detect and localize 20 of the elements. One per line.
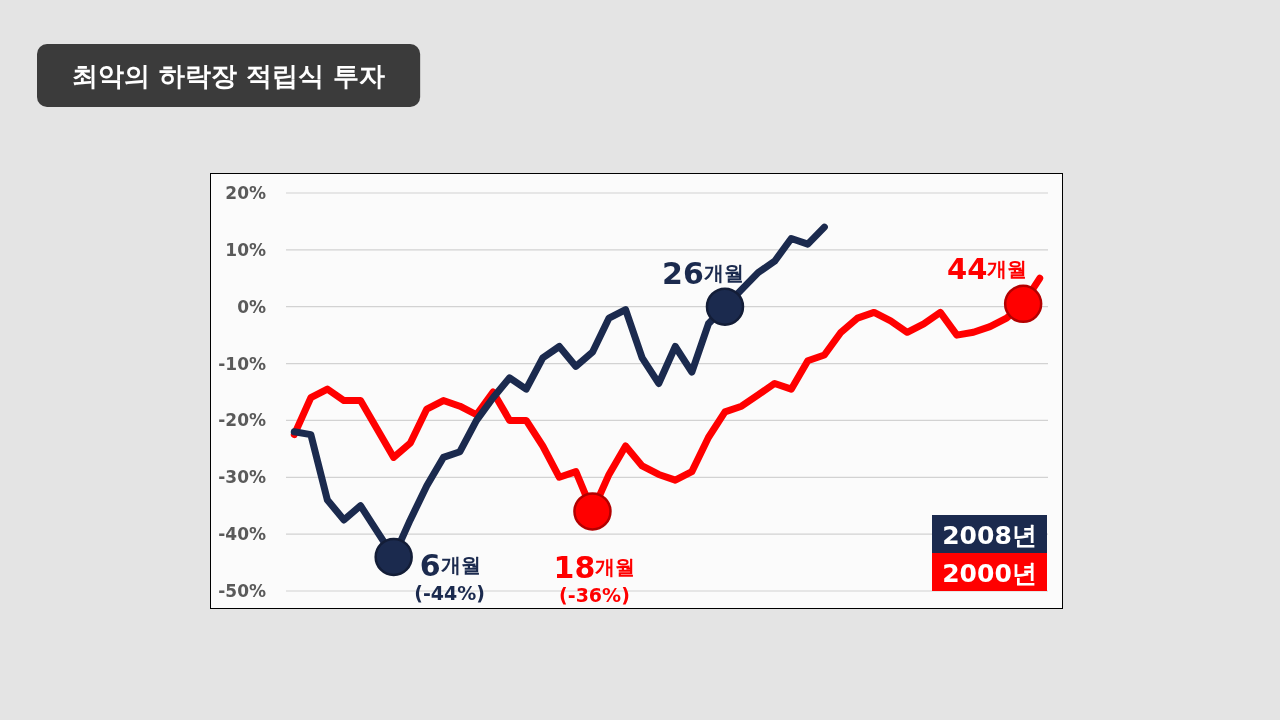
annotation: 44개월 xyxy=(946,251,1028,286)
y-tick-label: 20% xyxy=(225,183,266,203)
y-tick-label: 10% xyxy=(225,239,266,260)
point xyxy=(573,492,612,531)
point xyxy=(1003,284,1043,324)
chart-title: 최악의 하락장 적립식 투자 xyxy=(72,61,386,91)
legend: 2008년 2000년 xyxy=(932,515,1047,591)
annotation: 18개월 xyxy=(553,549,636,585)
point xyxy=(374,537,413,577)
y-tick-label: -50% xyxy=(218,581,266,601)
point xyxy=(705,287,745,326)
y-tick-label: -40% xyxy=(218,524,266,545)
annotation: (-44%) xyxy=(414,581,486,604)
annotation: 26개월 xyxy=(662,255,744,291)
y-tick-label: -30% xyxy=(218,467,266,488)
annotation: 6개월 xyxy=(419,547,481,583)
y-tick-label: -20% xyxy=(218,410,266,431)
y-tick-label: -10% xyxy=(218,353,266,374)
y-tick-label: 0% xyxy=(237,296,266,317)
annotation: (-36%) xyxy=(559,584,630,607)
